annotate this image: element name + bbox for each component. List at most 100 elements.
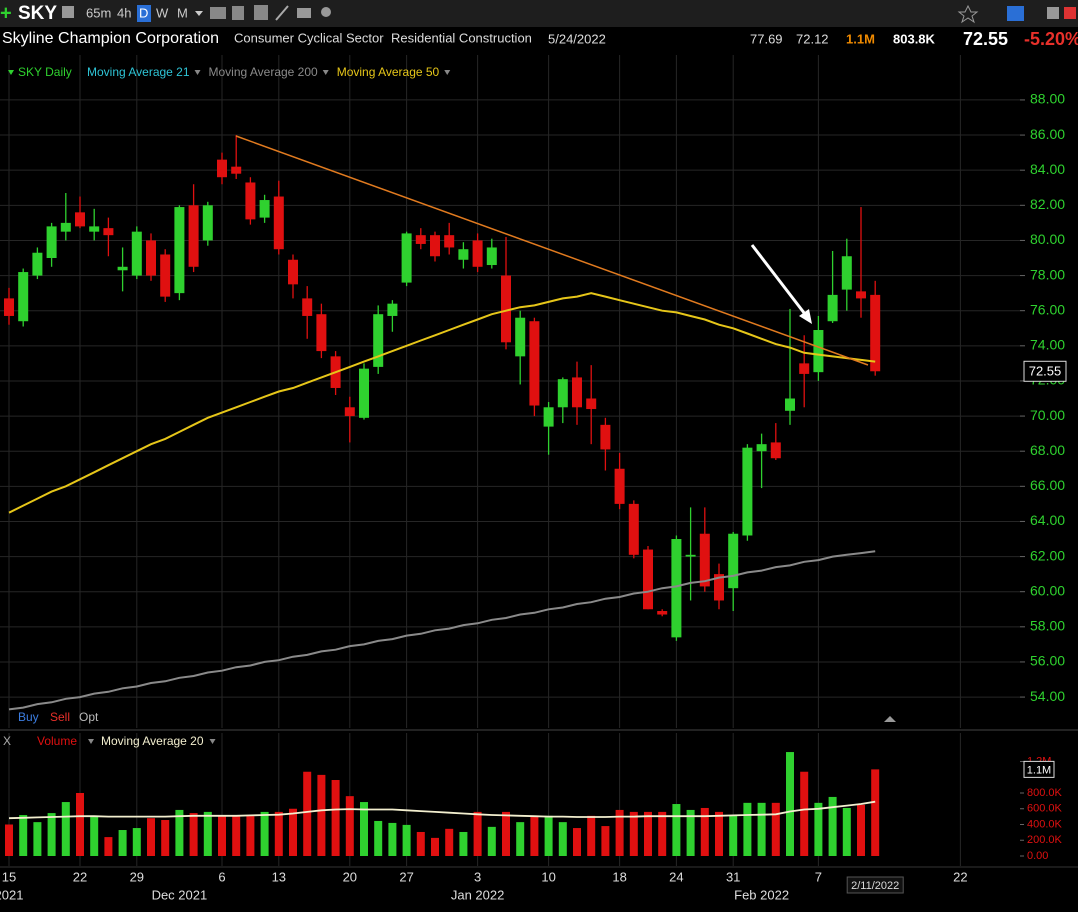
- candle-body: [870, 294, 881, 372]
- volume-bar: [871, 769, 880, 856]
- add-icon[interactable]: +: [0, 2, 12, 24]
- volume-bar: [672, 804, 681, 856]
- legend-entry[interactable]: Moving Average 21: [87, 65, 190, 79]
- icon[interactable]: [321, 7, 331, 17]
- volume-bar: [118, 830, 127, 856]
- candle-body: [302, 298, 313, 316]
- candle-body: [188, 205, 199, 267]
- last-price-box: [1023, 360, 1067, 382]
- icon[interactable]: [297, 8, 311, 18]
- icon[interactable]: [210, 7, 226, 19]
- buy-button[interactable]: Buy: [18, 710, 39, 724]
- company: Skyline Champion Corporation: [2, 30, 219, 47]
- y-tick-label: 70.00: [1030, 407, 1065, 423]
- volume-bar: [487, 826, 496, 856]
- candle-body: [458, 249, 469, 260]
- candle-body: [46, 226, 57, 259]
- candle-body: [699, 533, 710, 587]
- ma-line: [8, 800, 876, 820]
- candle-body: [316, 314, 327, 352]
- interval[interactable]: M: [177, 5, 188, 20]
- volume-bar: [473, 811, 482, 856]
- high: 77.69: [750, 31, 783, 46]
- icon[interactable]: [1064, 7, 1076, 19]
- volume-bar: [558, 822, 567, 856]
- volume-bar: [218, 815, 226, 856]
- ma-line: [8, 550, 876, 711]
- legend-entry[interactable]: Moving Average 200: [209, 65, 319, 79]
- y-tick-label: 76.00: [1030, 301, 1065, 317]
- volume-bar: [76, 793, 84, 856]
- opt-button[interactable]: Opt: [79, 710, 99, 724]
- volume-bar: [743, 802, 752, 856]
- legend-dropdown: [322, 70, 329, 75]
- volume-bar: [459, 831, 468, 856]
- volume-bar: [842, 807, 851, 856]
- x-tick-label: 31: [726, 869, 740, 884]
- volume-bar: [644, 811, 652, 856]
- candle-body: [856, 291, 866, 299]
- volume-bar: [345, 796, 354, 856]
- volume-bar: [147, 818, 155, 856]
- candle-body: [217, 159, 227, 178]
- icon[interactable]: [232, 6, 244, 20]
- legend-entry[interactable]: SKY Daily: [18, 65, 72, 79]
- dropdown[interactable]: [195, 11, 203, 16]
- interval[interactable]: 65m: [86, 5, 111, 20]
- volume-bar: [317, 774, 326, 856]
- volume-bar: [615, 809, 624, 856]
- volume-bar: [19, 815, 28, 856]
- candle-body: [671, 539, 682, 638]
- interval[interactable]: W: [156, 5, 169, 20]
- ma-line: [8, 292, 876, 514]
- legend-dropdown: [209, 739, 216, 744]
- candle-body: [600, 424, 611, 450]
- icon[interactable]: [957, 4, 979, 24]
- y-tick-label: 58.00: [1030, 618, 1065, 634]
- volume-bar: [800, 771, 809, 856]
- interval[interactable]: 4h: [117, 5, 131, 20]
- symbol[interactable]: SKY: [18, 3, 57, 24]
- last-volume-label: 1.1M: [1027, 764, 1051, 776]
- volume-bar: [260, 811, 269, 856]
- volume-bar: [47, 813, 56, 856]
- volume-bar: [573, 828, 581, 856]
- volume-bar: [388, 822, 397, 856]
- candle-body: [146, 240, 156, 276]
- volume-bar: [729, 815, 738, 856]
- legend-entry[interactable]: Moving Average 20: [101, 734, 204, 748]
- icon[interactable]: [254, 5, 268, 20]
- volume-tick-label: 400.0K: [1027, 818, 1063, 830]
- icon[interactable]: [1007, 6, 1024, 21]
- volume-bar: [587, 815, 596, 856]
- x-tick-label: 13: [272, 869, 286, 884]
- volume-bar: [715, 811, 723, 856]
- volume-bar: [104, 837, 113, 856]
- candle-body: [273, 196, 284, 250]
- volume-bar: [686, 809, 695, 856]
- volume-bar: [246, 815, 255, 856]
- interval[interactable]: D: [139, 5, 148, 20]
- volume-bar: [530, 815, 539, 856]
- low: 72.12: [796, 31, 829, 46]
- toolbar: [0, 0, 1078, 27]
- price: 72.55: [963, 29, 1008, 49]
- volume-bar: [203, 811, 212, 856]
- icon[interactable]: [62, 6, 74, 18]
- volume-bar: [232, 815, 241, 856]
- x-tick-label: 10: [541, 869, 555, 884]
- candle-body: [785, 398, 795, 411]
- volume-bar: [700, 807, 709, 856]
- close-button[interactable]: X: [3, 734, 11, 748]
- icon[interactable]: [1047, 7, 1059, 19]
- candle-body: [543, 407, 554, 427]
- legend-entry[interactable]: Moving Average 50: [337, 65, 440, 79]
- candle-body: [628, 503, 639, 555]
- volume-bar: [629, 811, 638, 856]
- legend-dropdown: [444, 70, 451, 75]
- sell-button[interactable]: Sell: [50, 710, 70, 724]
- volume-bar: [360, 802, 368, 856]
- month-label: Feb 2022: [734, 887, 789, 902]
- date: 5/24/2022: [548, 31, 606, 46]
- icon[interactable]: [275, 5, 289, 21]
